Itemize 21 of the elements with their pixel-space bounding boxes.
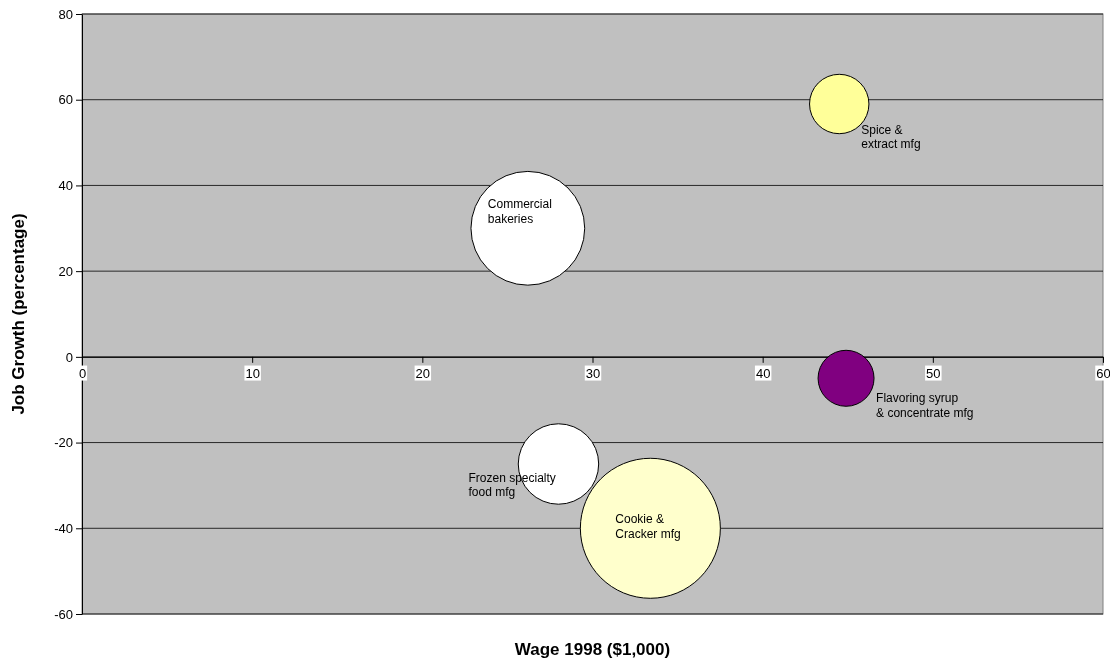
x-tick-label: 60 <box>1096 365 1110 381</box>
annotation: Commercial bakeries <box>487 197 552 226</box>
annotation: Cookie & Cracker mfg <box>615 512 681 541</box>
y-tick-label: -40 <box>54 520 73 536</box>
y-tick-label: 20 <box>58 263 73 279</box>
x-tick-label: 20 <box>415 365 431 381</box>
x-tick-label: 10 <box>245 365 260 381</box>
y-tick-label: 60 <box>58 92 73 108</box>
annotation: Flavoring syrup & concentrate mfg <box>876 391 974 420</box>
y-tick-label: 0 <box>65 349 73 365</box>
y-tick-label: 80 <box>58 6 73 22</box>
x-tick-label: 50 <box>926 365 941 381</box>
annotation: Spice & extract mfg <box>861 123 921 152</box>
y-tick-label: 40 <box>58 178 73 194</box>
x-axis-title: Wage 1998 ($1,000) <box>514 640 671 659</box>
y-tick-label: -60 <box>54 606 73 622</box>
x-tick-label: 30 <box>585 365 601 381</box>
x-tick-label: 40 <box>755 365 771 381</box>
x-tick-label: 0 <box>78 365 87 381</box>
y-tick-label: -20 <box>54 435 73 451</box>
y-axis-title: Job Growth (percentage) <box>9 213 28 415</box>
